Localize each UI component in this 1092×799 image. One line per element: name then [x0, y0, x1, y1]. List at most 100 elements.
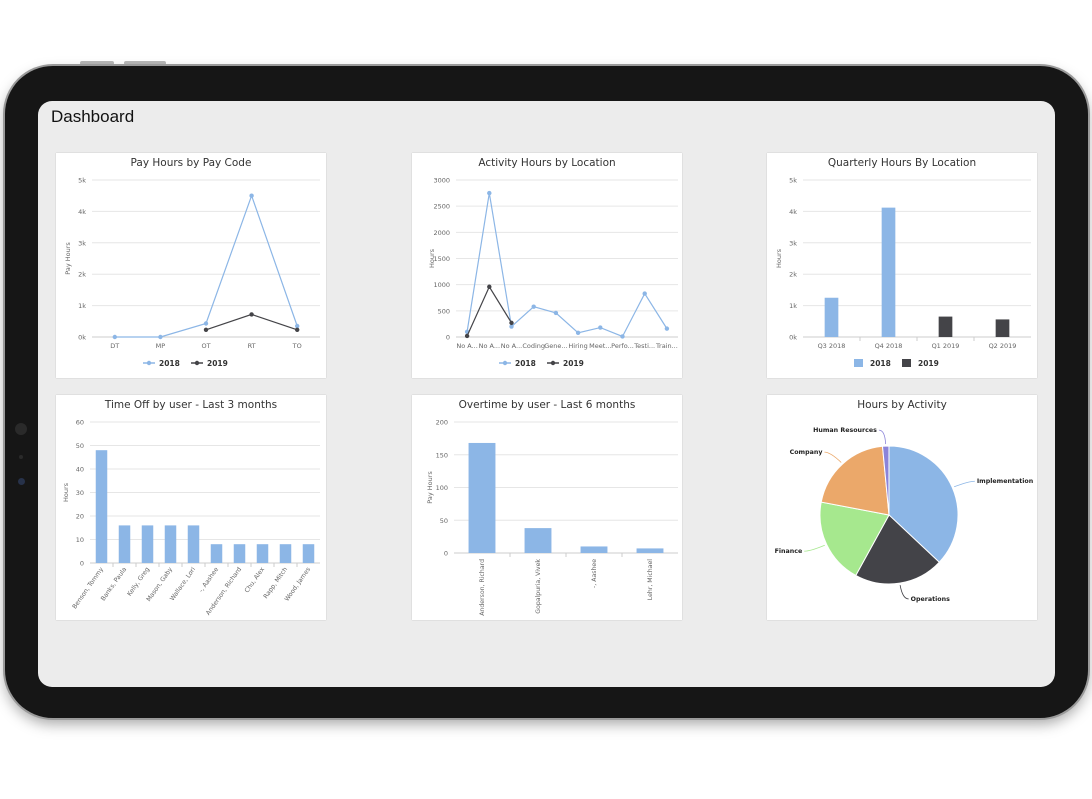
x-tick-label: Gene...: [544, 342, 567, 350]
y-axis-label: Hours: [62, 482, 70, 502]
camera-icon: [15, 423, 27, 435]
legend-label: 2019: [207, 359, 228, 368]
sensor-dot-icon: [18, 478, 25, 485]
x-tick-label: Gopalpuria, Vivek: [535, 559, 542, 614]
y-tick-label: 2k: [789, 271, 797, 279]
data-point: [620, 334, 625, 339]
pie-connector: [954, 480, 975, 488]
bar: [580, 546, 608, 553]
data-point: [464, 333, 470, 339]
y-tick-label: 0k: [78, 334, 86, 342]
page-title: Dashboard: [51, 107, 135, 126]
y-tick-label: 2500: [433, 203, 450, 211]
y-tick-label: 150: [436, 451, 448, 459]
x-tick-label: Benson, Tommy: [71, 566, 105, 610]
bar: [256, 544, 269, 563]
data-point: [664, 326, 670, 331]
chart-card-activity-hours[interactable]: Activity Hours by Location 0 500 1000 1500 2…: [412, 153, 682, 378]
chart-overtime: 0 50 100 150 200 Pay Hours Anderson, Richard Go…: [426, 419, 678, 616]
pie-connector: [824, 451, 842, 463]
x-tick-label: Anderson, Richard: [479, 559, 486, 616]
y-tick-label: 30: [76, 489, 84, 497]
bar: [233, 544, 246, 563]
x-tick-label: Perfo...: [611, 342, 634, 350]
pie-slice-company: [820, 445, 890, 516]
data-point: [249, 193, 254, 198]
pie-slice-operations: [855, 514, 941, 585]
bar: [187, 525, 200, 563]
y-axis-label: Hours: [775, 248, 783, 268]
bar: [141, 525, 154, 563]
data-point: [553, 310, 559, 316]
x-tick-label: Q2 2019: [989, 342, 1017, 350]
bar: [881, 207, 896, 337]
legend-label: 2019: [563, 359, 584, 368]
series-line-2018: [466, 192, 668, 338]
y-tick-label: 0: [80, 560, 84, 568]
y-tick-label: 0: [446, 334, 450, 342]
legend-label: 2018: [159, 359, 180, 368]
y-tick-label: 50: [76, 442, 84, 450]
x-tick-label: RT: [248, 342, 256, 350]
y-tick-label: 1000: [433, 281, 450, 289]
y-tick-label: 40: [76, 466, 84, 474]
sensor-dot-icon: [19, 455, 23, 459]
x-tick-label: Q4 2018: [875, 342, 903, 350]
y-tick-label: 2000: [433, 229, 450, 237]
chart-pay-hours: 0k 1k 2k 3k 4k 5k Pay Hours DT MP OT RT TO 2018 2019: [64, 177, 320, 368]
pie-connector: [878, 429, 887, 445]
y-tick-label: 4k: [78, 208, 86, 216]
chart-card-time-off[interactable]: Time Off by user - Last 3 months 0 10 20 30…: [56, 395, 326, 620]
x-tick-label: No A...: [456, 342, 477, 350]
y-tick-label: 1k: [78, 302, 86, 310]
x-tick-label: -, Aashee: [198, 566, 220, 594]
legend-label: 2018: [515, 359, 536, 368]
x-tick-label: Lehr, Michael: [647, 559, 654, 601]
pie-connector: [804, 544, 825, 552]
chart-title: Overtime by user - Last 6 months: [458, 399, 636, 411]
chart-title: Activity Hours by Location: [478, 157, 616, 169]
data-point: [295, 327, 300, 332]
pie-label: Operations: [911, 596, 950, 603]
data-point: [487, 190, 492, 196]
pie-label: Human Resources: [813, 427, 877, 434]
chart-quarterly-hours: 0k 1k 2k 3k 4k 5k Hours Q3 2018 Q4 2018 Q1 2019 Q2…: [775, 177, 1031, 368]
chart-title: Pay Hours by Pay Code: [130, 157, 252, 169]
bar: [210, 544, 223, 563]
y-axis-label: Hours: [428, 248, 436, 268]
bar: [524, 528, 552, 553]
x-tick-label: Chu, Alex: [244, 566, 267, 594]
pie-slice-human-resources: [881, 445, 890, 516]
x-tick-label: Train...: [655, 342, 678, 350]
data-point: [531, 304, 536, 309]
chart-card-hours-activity[interactable]: Hours by Activity Implementation Operatio…: [767, 395, 1037, 620]
data-point: [509, 320, 514, 326]
y-tick-label: 0: [444, 550, 448, 558]
bar: [279, 544, 292, 563]
y-axis-label: Pay Hours: [64, 242, 72, 275]
bar: [468, 442, 496, 553]
x-tick-label: TO: [292, 342, 302, 350]
x-tick-label: Hiring: [568, 342, 587, 350]
pie-label: Finance: [775, 548, 803, 555]
bar: [824, 297, 839, 337]
screen: Dashboard Pay Hours by Pay Code 0k 1k 2k 3k…: [38, 101, 1055, 687]
chart-title: Quarterly Hours By Location: [827, 157, 977, 169]
x-tick-label: Q1 2019: [932, 342, 960, 350]
chart-card-pay-hours[interactable]: Pay Hours by Pay Code 0k 1k 2k 3k 4k 5k Pay Ho…: [56, 153, 326, 378]
chart-card-quarterly-hours[interactable]: Quarterly Hours By Location 0k 1k 2k 3k 4k 5k…: [767, 153, 1037, 378]
data-point: [249, 312, 254, 317]
pie-label: Company: [790, 449, 823, 456]
chart-title: Time Off by user - Last 3 months: [104, 399, 278, 411]
legend-label: 2019: [918, 359, 939, 368]
data-point: [295, 323, 300, 329]
y-tick-label: 2k: [78, 271, 86, 279]
chart-card-overtime[interactable]: Overtime by user - Last 6 months 0 50 100 1…: [412, 395, 682, 620]
pie-connector: [899, 585, 909, 600]
x-tick-label: Q3 2018: [818, 342, 846, 350]
data-point: [203, 321, 209, 326]
data-point: [158, 334, 163, 340]
x-tick-label: No A...: [501, 342, 522, 350]
volume-button: [124, 61, 166, 65]
y-tick-label: 5k: [789, 177, 797, 185]
